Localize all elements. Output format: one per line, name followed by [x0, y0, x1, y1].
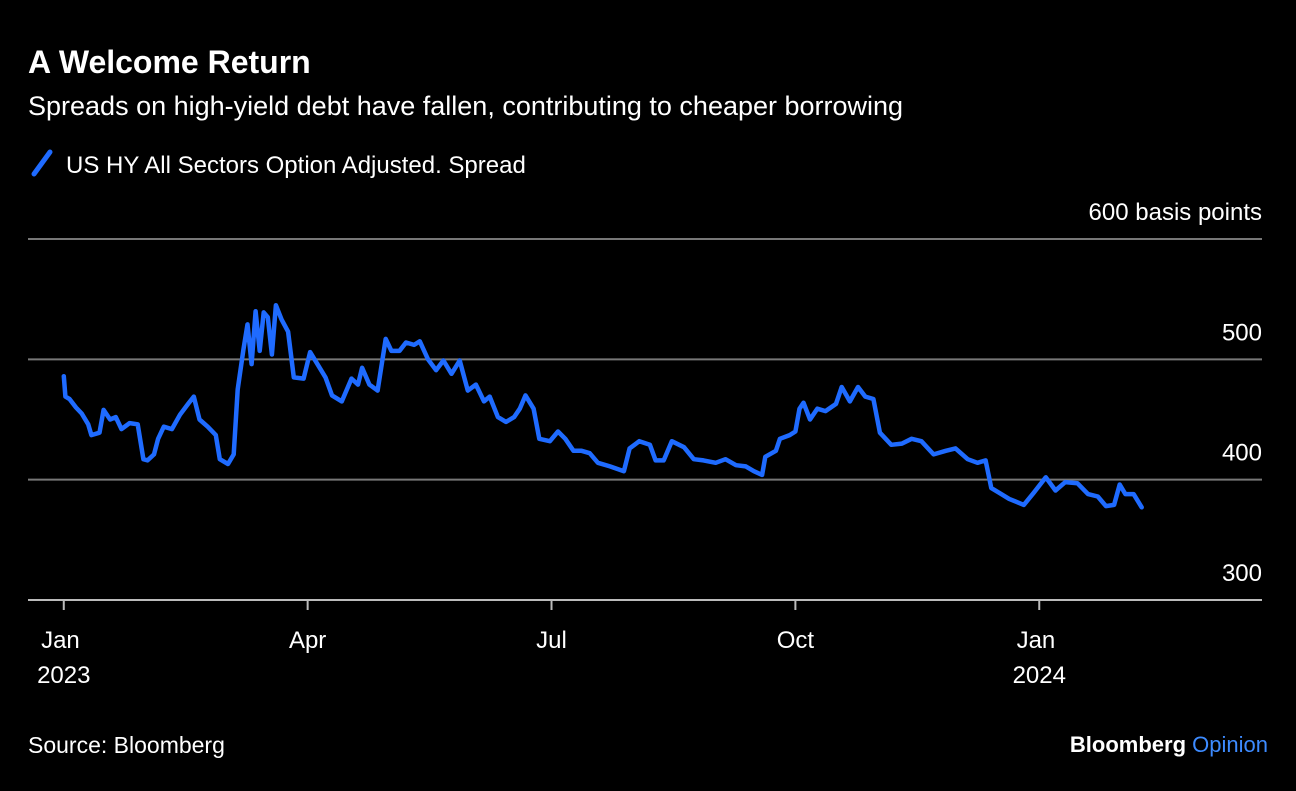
series-line — [61, 302, 1144, 510]
source: Source: Bloomberg — [28, 732, 225, 758]
brand: Bloomberg Opinion — [1070, 732, 1268, 757]
x-tick-label: Jan 2023 — [37, 627, 90, 689]
x-tick-label: Oct — [777, 627, 815, 654]
x-tick-label: Jan 2024 — [1013, 627, 1066, 689]
legend-label: US HY All Sectors Option Adjusted. Sprea… — [66, 152, 526, 179]
x-tick-label-line: 2024 — [1013, 662, 1066, 689]
y-tick-label: 500 — [1222, 319, 1262, 346]
y-tick-label: 300 — [1222, 560, 1262, 587]
x-tick-label-line: Jan — [1017, 627, 1062, 654]
x-tick-label-line: 2023 — [37, 662, 90, 689]
legend-swatch — [31, 149, 53, 177]
chart-title: A Welcome Return — [28, 44, 311, 80]
y-tick-label: 400 — [1222, 440, 1262, 467]
brand-section: Opinion — [1192, 732, 1268, 757]
x-tick-label-line: Jan — [41, 627, 86, 654]
x-tick-label: Jul — [536, 627, 567, 654]
y-tick-label: 600 basis points — [1089, 199, 1262, 226]
brand-name: Bloomberg — [1070, 732, 1186, 757]
x-tick-label: Apr — [289, 627, 326, 654]
chart-subtitle: Spreads on high-yield debt have fallen, … — [28, 91, 903, 121]
